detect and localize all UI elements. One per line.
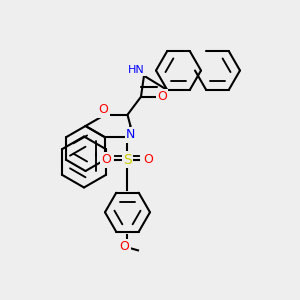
Text: O: O bbox=[101, 153, 111, 166]
Text: O: O bbox=[119, 240, 129, 253]
Text: N: N bbox=[126, 128, 135, 141]
Text: O: O bbox=[157, 90, 167, 103]
Text: O: O bbox=[143, 153, 153, 166]
Text: O: O bbox=[98, 103, 108, 116]
Text: S: S bbox=[123, 153, 132, 167]
Text: HN: HN bbox=[128, 65, 145, 75]
